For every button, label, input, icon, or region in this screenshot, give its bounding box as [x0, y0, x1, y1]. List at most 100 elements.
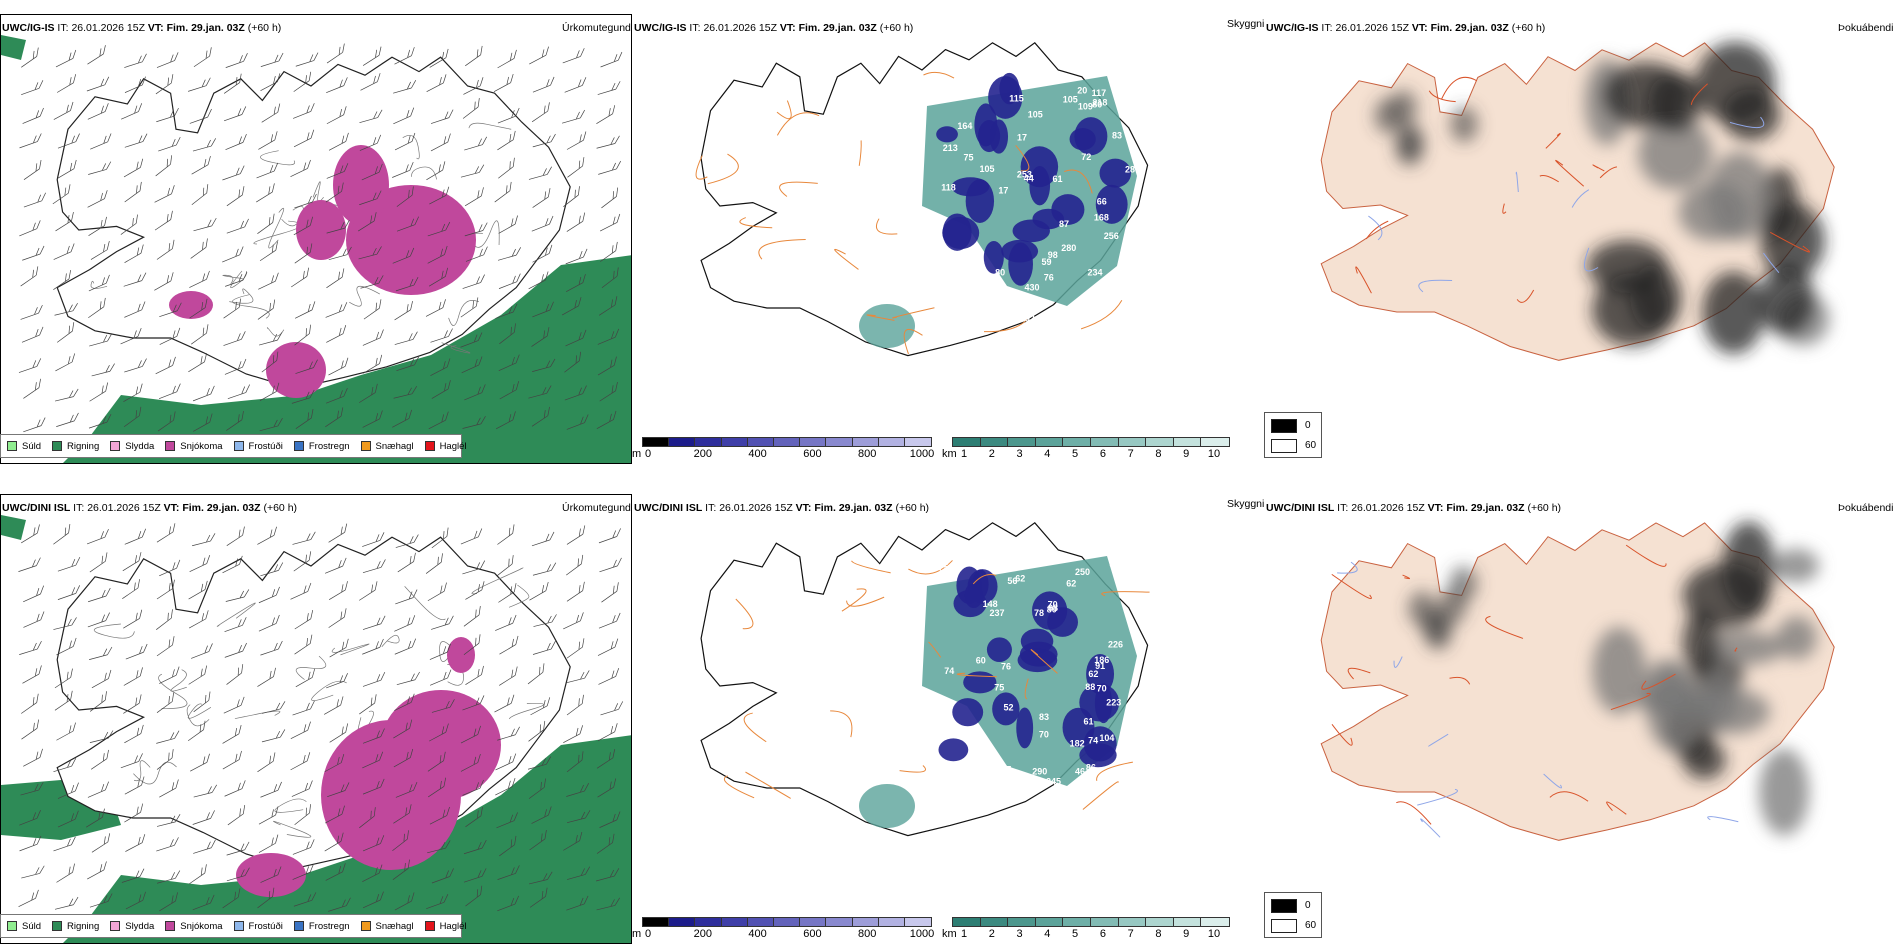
legend-item: Slydda — [110, 921, 154, 932]
cloud-value-label: 148 — [983, 599, 998, 609]
cloud-value-label: 98 — [1048, 603, 1058, 613]
cloud-value-label: 159 — [1083, 297, 1098, 307]
cloud-value-label: 234 — [1088, 268, 1103, 278]
legend-swatch — [165, 441, 176, 451]
fog-legend-1: 0 60 — [1264, 412, 1322, 458]
fog-index-label-1: Þokuábendi — [1838, 22, 1894, 34]
colorbar-tick-label: 9 — [1183, 448, 1190, 460]
cloud-value-label: 117 — [1092, 88, 1107, 98]
legend-item: Snæhagl — [360, 920, 414, 932]
cloud-value-label: 87 — [1059, 219, 1069, 229]
cloud-value-label: 27 — [1001, 765, 1011, 775]
precip-title-1: UWC/IG-IS IT: 26.01.2026 15Z VT: Fim. 29… — [2, 22, 282, 34]
fog-legend-high-label: 0 — [1305, 900, 1311, 911]
cloud-value-label: 213 — [943, 143, 958, 153]
colorbar-tick-label: 1 — [960, 448, 968, 460]
fog-title-2: UWC/DINI ISL IT: 26.01.2026 15Z VT: Fim.… — [1266, 502, 1562, 514]
cloud-value-label: 60 — [976, 655, 986, 665]
cloud-value-label: 222 — [1125, 280, 1140, 290]
cloud-value-label: 250 — [1075, 567, 1090, 577]
precip-legend-2: Súld Rigning Slydda Snjókoma Frostúði Frostre… — [0, 914, 467, 938]
legend-label: Súld — [22, 440, 42, 452]
colorbar-tick-label: 5 — [1072, 928, 1079, 940]
legend-swatch — [293, 921, 304, 931]
colorbar-tick-label: 6 — [1099, 928, 1106, 940]
colorbar-tick-label: 0 — [644, 928, 652, 940]
legend-swatch — [52, 441, 63, 451]
visibility-colorbar-1: km 1 2 3 4 5 6 7 8 9 10 — [942, 434, 1232, 464]
legend-label: Snjókoma — [180, 920, 223, 932]
cloud-value-label: 59 — [1042, 257, 1052, 267]
cloud-value-label: 66 — [1097, 197, 1107, 207]
cloud-value-label: 98 — [1048, 250, 1058, 260]
cloud-value-label: 61 — [1053, 174, 1063, 184]
legend-label: Frostúði — [248, 440, 283, 452]
cloud-value-label: 74 — [944, 666, 954, 676]
cloud-value-label: 75 — [994, 683, 1004, 693]
cloud-value-label: 62 — [1088, 669, 1098, 679]
colorbar-tick-label: 10 — [1207, 928, 1221, 940]
legend-item: Rigning — [52, 441, 99, 452]
cloud-value-label: 223 — [1106, 697, 1121, 707]
cloud-value-label: 76 — [1076, 311, 1086, 321]
colorbar-tick-label: 2 — [988, 928, 995, 940]
colorbar-unit: km — [942, 448, 957, 460]
fog-legend-low-swatch — [1271, 439, 1297, 453]
cloud-value-label: 105 — [1028, 110, 1043, 120]
cloud-map-1: 17 256 85 96 213 76 62 66 72 80 87 105 98 159 44 20 59 23… — [695, 41, 1149, 357]
cloud-value-label: 28 — [1125, 164, 1135, 174]
cloud-value-label: 80 — [1047, 604, 1057, 614]
precip-type-label-2: Úrkomutegund — [562, 502, 631, 514]
legend-swatch — [233, 441, 244, 451]
cloud-value-label: 115 — [1009, 94, 1024, 104]
cloud-value-label: 104 — [1099, 733, 1114, 743]
fog-map-1 — [1320, 41, 1835, 361]
cloud-value-label: 226 — [1108, 640, 1123, 650]
legend-swatch — [424, 441, 435, 451]
colorbar-tick-label: 200 — [693, 448, 712, 460]
colorbar-tick-label: 3 — [1016, 928, 1023, 940]
cloud-value-label: 118 — [941, 183, 956, 193]
cloud-value-label: 91 — [1095, 661, 1105, 671]
fog-legend-high-swatch — [1271, 419, 1297, 433]
cloud-value-label: 85 — [1089, 294, 1099, 304]
colorbar-tick-label: 7 — [1127, 928, 1134, 940]
visibility-color-strip — [952, 437, 1230, 447]
fog-legend-low-label: 60 — [1305, 440, 1317, 451]
cloud-title-2: UWC/DINI ISL IT: 26.01.2026 15Z VT: Fim.… — [634, 502, 930, 514]
cloud-value-label: 62 — [1015, 573, 1025, 583]
colorbar-tick-label: 4 — [1044, 928, 1051, 940]
cloud-value-label: 17 — [998, 186, 1008, 196]
fog-panel-1 — [1265, 14, 1900, 434]
legend-swatch — [360, 441, 371, 451]
legend-item: Súld — [7, 921, 41, 932]
cloud-value-label: 168 — [1094, 212, 1109, 222]
cloud-value-label: 96 — [948, 296, 958, 306]
cloud-value-label: 32 — [972, 803, 982, 813]
cloud-value-label: 78 — [1034, 608, 1044, 618]
cloud-value-label: 103 — [1075, 317, 1090, 327]
colorbar-tick-label: 400 — [748, 928, 767, 940]
legend-label: Snæhagl — [375, 920, 414, 932]
legend-swatch — [360, 921, 371, 931]
precip-map-1 — [1, 15, 631, 463]
visibility-color-strip — [952, 917, 1230, 927]
cloud-value-label: 218 — [1092, 98, 1107, 108]
ceiling-colorbar-2: m 0 200 400 600 800 1000 — [632, 914, 934, 944]
cloud-value-label: 83 — [1112, 130, 1122, 140]
cloud-panel-2: 91 88 78 96 52 104 70 80 75 100 74 32 62 76 91 95 70 98 74… — [632, 494, 1265, 914]
cloud-value-label: 99 — [1073, 313, 1083, 323]
cloud-value-label: 70 — [1097, 683, 1107, 693]
cloud-value-label: 75 — [938, 563, 948, 573]
fog-title-1: UWC/IG-IS IT: 26.01.2026 15Z VT: Fim. 29… — [1266, 22, 1546, 34]
cloud-value-label: 245 — [1046, 777, 1061, 787]
cloud-value-label: 76 — [1044, 273, 1054, 283]
legend-item: Frostregn — [293, 921, 350, 932]
cloud-value-label: 74 — [1088, 735, 1098, 745]
legend-label: Frostúði — [248, 920, 283, 932]
legend-swatch — [165, 921, 176, 931]
colorbar-tick-label: 10 — [1207, 448, 1221, 460]
ceiling-color-strip — [642, 437, 932, 447]
colorbar-tick-label: 1 — [960, 928, 968, 940]
cloud-value-label: 280 — [1061, 243, 1076, 253]
